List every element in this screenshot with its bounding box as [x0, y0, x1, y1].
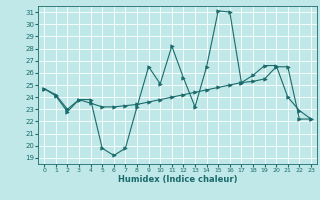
X-axis label: Humidex (Indice chaleur): Humidex (Indice chaleur): [118, 175, 237, 184]
